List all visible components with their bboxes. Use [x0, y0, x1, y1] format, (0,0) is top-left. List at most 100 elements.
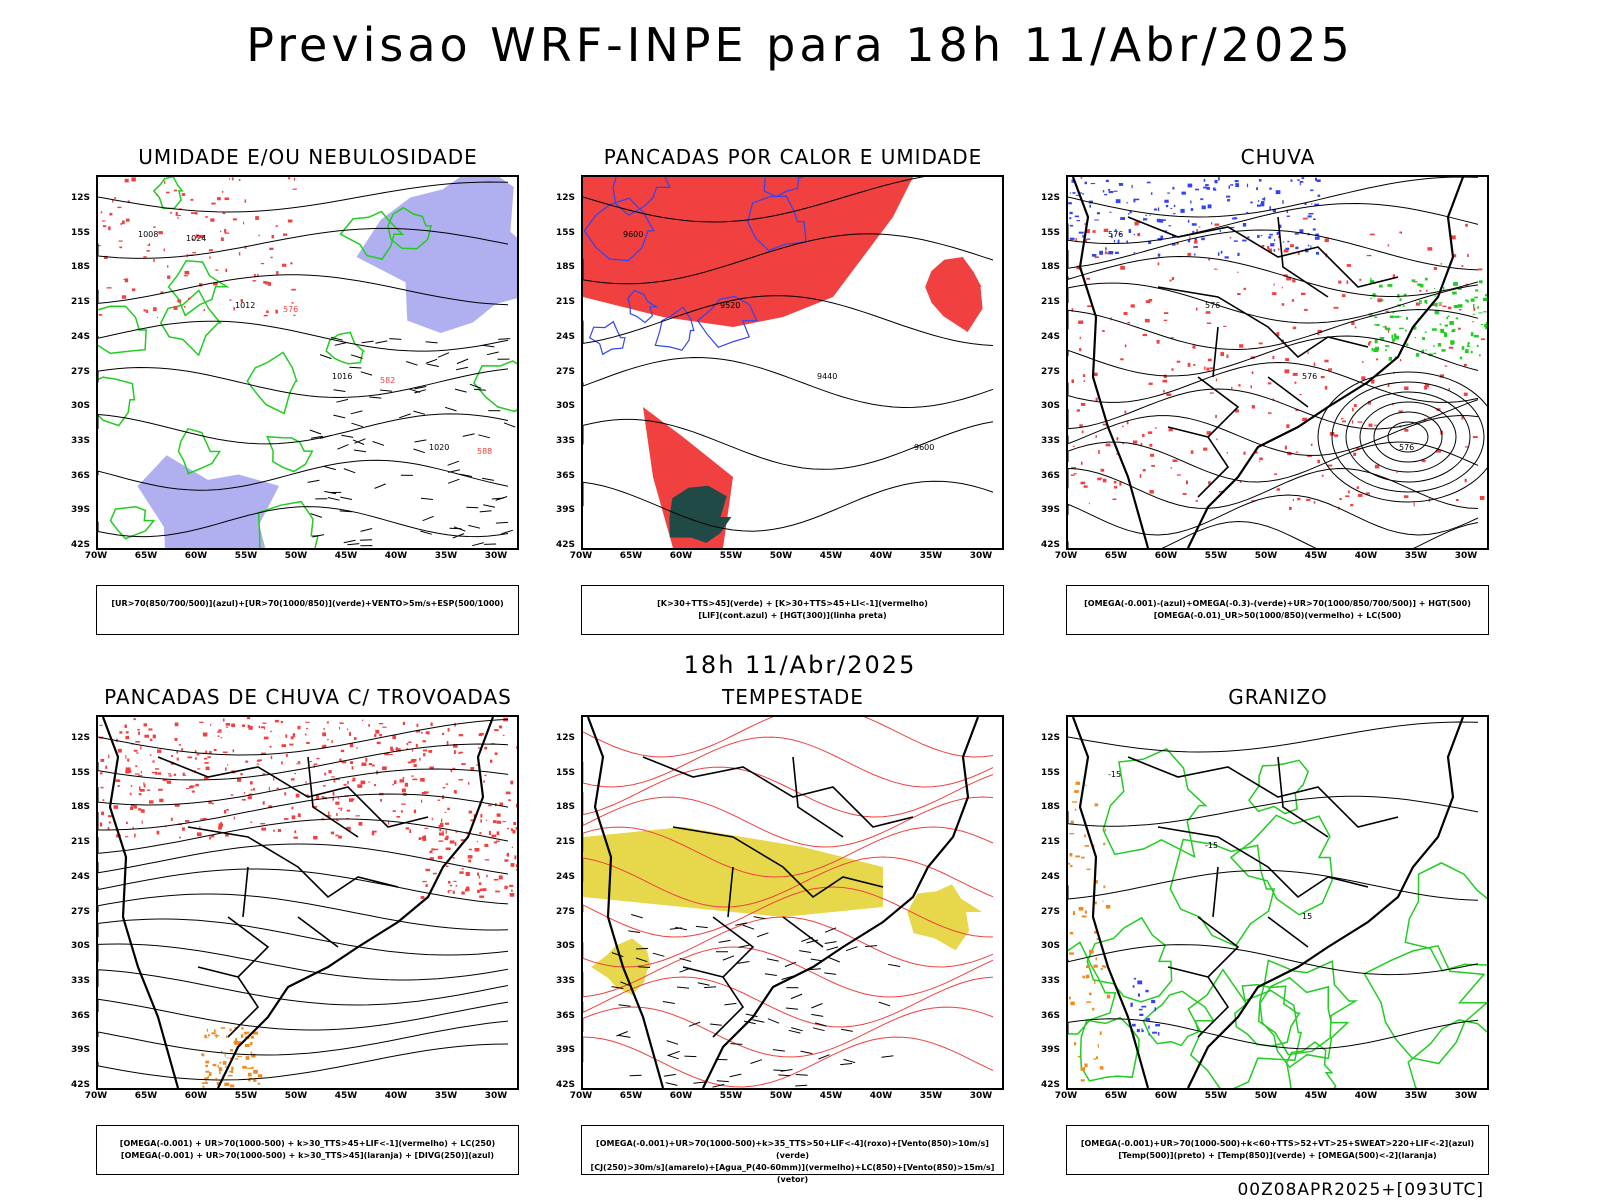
- lon-tick-label: 55W: [719, 1091, 743, 1101]
- storm-area: [260, 726, 264, 729]
- storm-area: [478, 747, 481, 749]
- lat-tick-label: 33S: [555, 435, 575, 446]
- thickness-label: [270, 256, 273, 259]
- thickness-label: [244, 199, 247, 203]
- omega-orange: [1100, 968, 1103, 970]
- omega-red: [1385, 310, 1389, 312]
- storm-area: [170, 755, 173, 757]
- storm-area: [100, 772, 103, 775]
- storm-area: [390, 746, 393, 749]
- storm-area: [140, 770, 142, 774]
- isoline: [583, 418, 994, 470]
- omega-red: [1324, 385, 1328, 390]
- omega-red: [1102, 478, 1107, 483]
- lon-tick-label: 35W: [434, 1091, 458, 1101]
- storm-area: [247, 724, 250, 729]
- height-contour: [1387, 421, 1429, 453]
- hail-area: [1133, 977, 1137, 980]
- wind-vector: [479, 510, 492, 513]
- omega-green: [1421, 349, 1424, 354]
- isoline: [1068, 494, 1479, 536]
- storm-area-orange: [246, 1057, 249, 1060]
- thickness-label: [220, 230, 222, 233]
- storm-area: [117, 785, 120, 787]
- wind-vector: [818, 1054, 830, 1060]
- storm-area: [468, 782, 470, 785]
- omega-blue: [1315, 233, 1319, 236]
- hail-area: [1154, 1007, 1156, 1012]
- storm-area: [488, 804, 492, 807]
- omega-red: [1149, 490, 1154, 494]
- omega-red: [1392, 274, 1396, 279]
- wind-vector: [756, 932, 769, 938]
- omega-blue: [1090, 183, 1096, 185]
- lon-tick-label: 45W: [1304, 551, 1328, 561]
- storm-area: [486, 874, 488, 878]
- panel-legend: [OMEGA(-0.001)+UR>70(1000-500)+k<60+TTS>…: [1066, 1125, 1489, 1175]
- storm-area: [256, 760, 260, 762]
- storm-area: [138, 775, 143, 777]
- map-area: [581, 715, 1004, 1090]
- omega-orange: [1078, 906, 1084, 911]
- thickness-label: [156, 316, 158, 318]
- omega-red: [1317, 459, 1320, 464]
- storm-area: [108, 754, 110, 759]
- state-borders: [1127, 756, 1399, 1038]
- thickness-label: [254, 274, 256, 278]
- omega-green: [1455, 317, 1459, 320]
- omega-orange: [1104, 965, 1107, 969]
- storm-area: [395, 747, 398, 751]
- thickness-label: [156, 194, 159, 196]
- omega-red: [1320, 376, 1325, 379]
- storm-area: [495, 890, 500, 893]
- storm-area: [222, 751, 228, 753]
- storm-area: [402, 777, 405, 779]
- storm-area: [245, 760, 249, 763]
- omega-red: [1239, 480, 1242, 483]
- contour-label: 1024: [186, 234, 206, 243]
- storm-area: [455, 830, 458, 833]
- omega-orange: [1084, 845, 1089, 847]
- wind-vector: [824, 941, 837, 944]
- storm-area: [285, 734, 288, 738]
- omega-orange: [1080, 1079, 1085, 1082]
- omega-blue: [1258, 179, 1262, 182]
- contour-label: 15: [1302, 912, 1312, 921]
- omega-red: [1193, 364, 1196, 366]
- wind-vector: [375, 340, 388, 344]
- legend-line: [OMEGA(-0.001) + UR>70(1000-500) + k>30_…: [120, 1151, 495, 1160]
- streamline: [98, 969, 509, 1006]
- wind-vector: [780, 1069, 793, 1072]
- omega-green: [1447, 315, 1450, 317]
- omega-red: [1116, 437, 1119, 441]
- omega-green: [1486, 321, 1487, 326]
- omega-red: [1142, 469, 1146, 472]
- storm-area: [422, 880, 427, 883]
- hail-area: [1141, 1028, 1143, 1033]
- omega-red: [1215, 378, 1218, 382]
- wind-vector: [735, 922, 748, 926]
- storm-area: [445, 847, 451, 850]
- lifted-index-contour: [627, 289, 659, 324]
- storm-area-orange: [205, 1080, 207, 1083]
- temp850-contour: [1248, 759, 1310, 815]
- omega-red: [1094, 256, 1099, 258]
- omega-blue: [1133, 198, 1136, 203]
- storm-area: [140, 746, 142, 750]
- lat-tick-label: 33S: [70, 435, 90, 446]
- omega-red: [1239, 344, 1244, 348]
- omega-green: [1473, 303, 1475, 308]
- lat-tick-label: 21S: [555, 837, 575, 848]
- omega-blue: [1084, 181, 1087, 185]
- omega-blue: [1294, 233, 1299, 235]
- omega-green: [1441, 349, 1446, 352]
- thickness-label: [146, 309, 149, 313]
- omega-green: [1381, 299, 1384, 301]
- omega-red: [1120, 358, 1124, 361]
- omega-orange: [1094, 880, 1098, 884]
- thickness-label: [114, 197, 116, 200]
- thickness-label: [271, 235, 274, 239]
- omega-red: [1463, 392, 1468, 396]
- omega-red: [1374, 424, 1378, 426]
- omega-red: [1229, 236, 1232, 239]
